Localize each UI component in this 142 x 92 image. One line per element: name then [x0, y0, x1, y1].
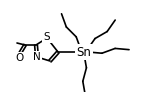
Text: O: O	[15, 53, 23, 63]
Text: S: S	[44, 32, 50, 42]
Text: Sn: Sn	[77, 46, 91, 59]
Text: N: N	[33, 52, 41, 62]
